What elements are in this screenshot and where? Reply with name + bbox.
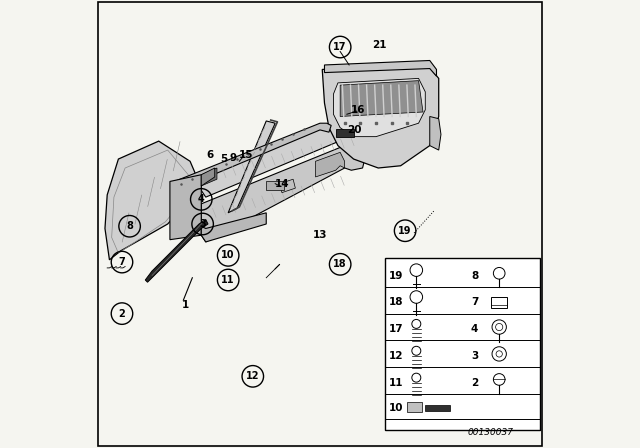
Polygon shape [430, 116, 441, 150]
Text: 2: 2 [118, 309, 125, 319]
Text: 11: 11 [389, 378, 403, 388]
Text: 8: 8 [471, 271, 478, 280]
Text: 9: 9 [229, 153, 236, 163]
Text: 3: 3 [199, 219, 206, 229]
Text: 4: 4 [471, 324, 478, 334]
Text: 19: 19 [389, 271, 403, 280]
Polygon shape [105, 141, 197, 260]
Bar [385, 258, 540, 430]
Text: 19: 19 [398, 226, 412, 236]
Text: 6: 6 [207, 150, 214, 159]
Polygon shape [202, 146, 365, 242]
Text: 10: 10 [389, 403, 403, 413]
Text: 17: 17 [333, 42, 347, 52]
Polygon shape [340, 81, 423, 116]
Bar [491, 297, 508, 308]
Text: 3: 3 [471, 351, 478, 361]
Polygon shape [202, 119, 365, 197]
Text: 2: 2 [471, 378, 478, 388]
Bar [336, 129, 354, 137]
Text: 10: 10 [221, 250, 235, 260]
Text: 21: 21 [372, 40, 387, 50]
Text: 12: 12 [389, 351, 403, 361]
Polygon shape [280, 179, 296, 193]
Text: 20: 20 [348, 125, 362, 135]
Bar [266, 181, 284, 190]
Bar [408, 402, 422, 412]
Polygon shape [333, 78, 425, 137]
Text: 18: 18 [389, 297, 403, 307]
Text: 18: 18 [333, 259, 347, 269]
Polygon shape [316, 152, 345, 177]
Polygon shape [202, 168, 215, 186]
Text: 14: 14 [275, 179, 289, 189]
Bar [426, 405, 450, 411]
Text: 15: 15 [239, 150, 253, 159]
Text: 13: 13 [313, 230, 327, 240]
Text: 7: 7 [118, 257, 125, 267]
Polygon shape [228, 121, 275, 213]
Text: 8: 8 [126, 221, 133, 231]
Text: 5: 5 [220, 154, 227, 164]
Polygon shape [323, 65, 439, 168]
Text: 16: 16 [351, 105, 365, 115]
Polygon shape [202, 168, 217, 186]
Text: 00130037: 00130037 [467, 428, 513, 437]
Text: 17: 17 [389, 324, 403, 334]
Polygon shape [324, 60, 436, 76]
Text: 11: 11 [221, 275, 235, 285]
Polygon shape [145, 220, 208, 282]
Polygon shape [170, 175, 202, 240]
Text: 1: 1 [182, 300, 189, 310]
Polygon shape [202, 213, 266, 242]
Text: 7: 7 [471, 297, 478, 307]
Polygon shape [174, 123, 332, 188]
Text: 12: 12 [246, 371, 260, 381]
Text: 4: 4 [198, 194, 205, 204]
